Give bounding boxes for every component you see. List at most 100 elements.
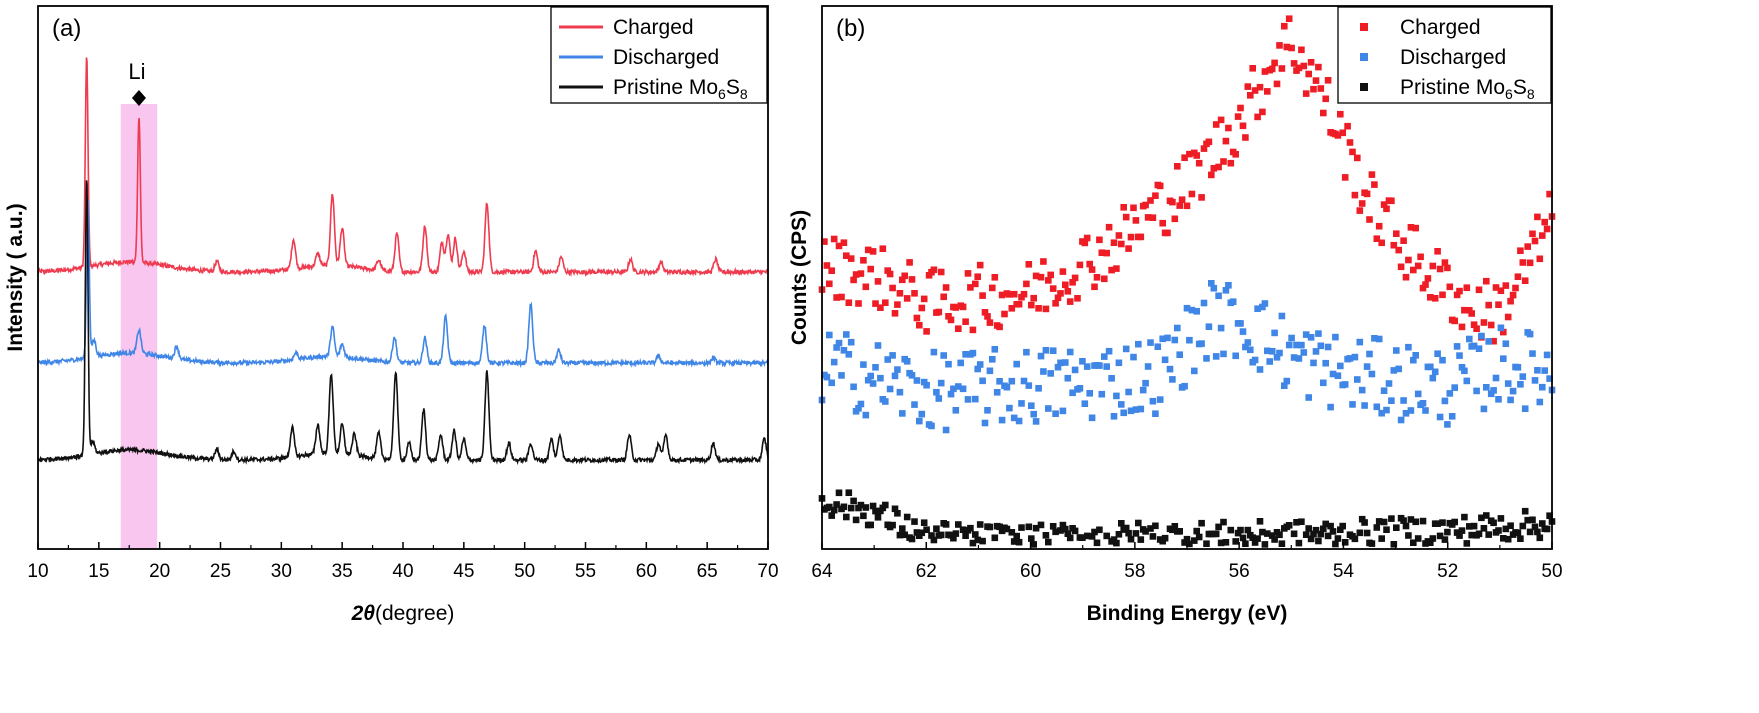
data-point: [1062, 359, 1069, 366]
data-point: [1101, 353, 1108, 360]
data-point: [1152, 410, 1159, 417]
data-point: [1108, 375, 1115, 382]
data-point: [1307, 535, 1315, 543]
data-point: [1383, 205, 1390, 213]
data-point: [1069, 279, 1076, 286]
data-point: [1186, 150, 1193, 158]
panel-b-label: (b): [836, 15, 865, 42]
data-point: [1429, 374, 1437, 382]
data-point: [972, 280, 979, 288]
data-point: [1419, 284, 1427, 292]
data-point: [984, 313, 991, 320]
data-point: [1057, 290, 1064, 297]
data-point: [1025, 261, 1033, 268]
series-points-pristine-mo6s8: [818, 489, 1556, 548]
data-point: [1130, 204, 1137, 212]
data-point: [847, 504, 855, 512]
data-point: [1383, 406, 1390, 414]
data-point: [1466, 335, 1473, 343]
data-point: [855, 300, 862, 307]
data-point: [1210, 284, 1218, 292]
legend-label-charged: Charged: [613, 16, 694, 39]
data-point: [1495, 527, 1502, 534]
data-point: [821, 238, 828, 245]
data-point: [976, 521, 984, 528]
data-point: [1176, 351, 1183, 358]
data-point: [1490, 519, 1497, 527]
data-point: [1195, 159, 1203, 167]
data-point: [1322, 359, 1329, 367]
data-point: [1244, 83, 1252, 90]
data-point: [1137, 233, 1145, 241]
data-point: [1475, 286, 1483, 294]
data-point: [1290, 60, 1298, 67]
data-point: [942, 284, 950, 291]
data-point: [1312, 77, 1320, 84]
x-tick-label: 60: [1020, 561, 1041, 582]
data-point: [1470, 321, 1478, 328]
data-point: [1086, 390, 1093, 397]
data-point: [1264, 88, 1271, 95]
data-point: [845, 351, 853, 358]
data-point: [857, 501, 865, 509]
data-point: [1288, 334, 1295, 342]
data-point: [1178, 196, 1186, 203]
data-point: [830, 358, 838, 366]
series-points-discharged: [818, 280, 1556, 434]
data-point: [945, 313, 952, 320]
data-point: [1023, 280, 1030, 288]
data-point: [1259, 303, 1266, 311]
data-point: [1108, 266, 1115, 274]
data-point: [1093, 274, 1101, 281]
data-point: [1312, 526, 1320, 534]
data-point: [1395, 246, 1402, 254]
data-point: [908, 276, 916, 283]
data-point: [1035, 385, 1042, 392]
data-point: [916, 321, 923, 329]
data-point: [1079, 358, 1086, 365]
data-point: [1334, 372, 1342, 379]
data-point: [1028, 402, 1035, 409]
data-point: [962, 351, 969, 358]
data-point: [882, 299, 889, 306]
data-point: [1434, 350, 1441, 357]
data-point: [1066, 534, 1074, 542]
legend-label-discharged: Discharged: [613, 46, 719, 69]
data-point: [1135, 340, 1142, 348]
data-point: [952, 530, 960, 537]
data-point: [1115, 232, 1123, 239]
data-point: [1546, 375, 1553, 382]
data-point: [1225, 124, 1232, 132]
data-point: [1395, 365, 1402, 373]
data-point: [1013, 360, 1020, 368]
data-point: [1281, 382, 1288, 389]
data-point: [845, 489, 853, 496]
data-point: [1293, 519, 1300, 526]
data-point: [1030, 410, 1037, 418]
data-point: [1113, 539, 1120, 547]
data-point: [1239, 328, 1247, 335]
data-point: [1298, 341, 1305, 349]
data-point: [1478, 514, 1485, 522]
data-point: [1156, 182, 1164, 190]
data-point: [1222, 287, 1230, 294]
data-point: [1375, 518, 1383, 525]
data-point: [1473, 387, 1480, 395]
data-point: [1388, 397, 1395, 404]
data-point: [882, 398, 889, 405]
data-point: [862, 411, 870, 419]
data-point: [1083, 532, 1091, 540]
data-point: [1222, 539, 1230, 546]
data-point: [930, 266, 938, 274]
data-point: [1451, 317, 1458, 325]
data-point: [974, 365, 981, 373]
data-point: [1110, 536, 1118, 543]
data-point: [877, 304, 884, 311]
data-point: [1081, 400, 1089, 407]
data-point: [1259, 528, 1266, 536]
data-point: [1285, 15, 1293, 22]
data-point: [1451, 518, 1458, 526]
data-point: [1322, 95, 1329, 103]
data-point: [1032, 524, 1040, 532]
panel-b-y-axis-label: Counts (CPS): [788, 210, 811, 345]
